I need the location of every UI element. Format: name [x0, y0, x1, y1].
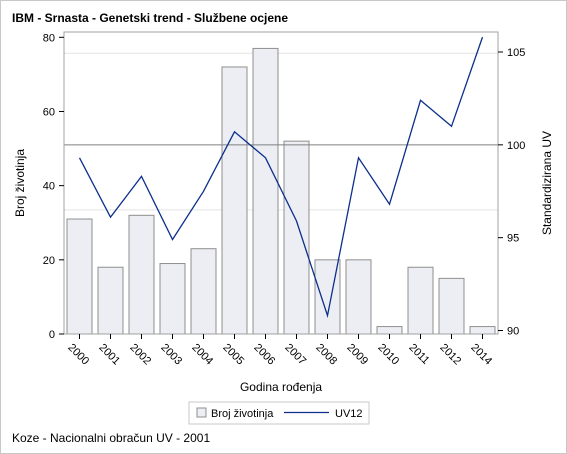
y2-tick-label: 95 — [507, 233, 519, 245]
bar — [221, 66, 248, 335]
chart-footnote: Koze - Nacionalni obračun UV - 2001 — [12, 431, 211, 445]
legend-box — [188, 401, 370, 425]
x-tick-label: 2004 — [189, 342, 215, 368]
x-tick-label: 2005 — [220, 342, 246, 368]
plot-frame — [63, 31, 499, 335]
legend-label-line: UV12 — [335, 408, 363, 420]
line-series-uv12 — [78, 36, 484, 319]
bar — [376, 326, 403, 335]
x-tick-label: 2002 — [127, 342, 153, 368]
legend-label-bars: Broj životinja — [211, 408, 274, 420]
y2-tick-label: 105 — [507, 47, 525, 59]
bar — [438, 277, 465, 335]
x-tick-label: 2012 — [437, 342, 463, 368]
bar — [159, 263, 186, 335]
x-tick-label: 2007 — [282, 342, 308, 368]
x-tick-label: 2001 — [96, 342, 122, 368]
bar — [252, 47, 279, 335]
y2-tick-label: 90 — [507, 326, 519, 338]
bar — [97, 266, 124, 335]
x-tick-label: 2003 — [158, 342, 184, 368]
x-tick-label: 2000 — [65, 342, 91, 368]
bar — [66, 218, 93, 335]
bar — [128, 214, 155, 335]
bar — [190, 248, 217, 335]
y-tick-label: 0 — [49, 329, 55, 341]
bar — [345, 259, 372, 335]
bar — [407, 266, 434, 335]
x-tick-label: 2008 — [313, 342, 339, 368]
y2-axis-label: Standardizirana UV — [540, 131, 554, 235]
x-tick-label: 2009 — [344, 342, 370, 368]
x-tick-label: 2011 — [406, 342, 431, 367]
y-tick-label: 20 — [43, 255, 55, 267]
legend-swatch-bar — [196, 407, 207, 418]
bar — [469, 326, 496, 335]
x-tick-label: 2006 — [251, 342, 277, 368]
chart-title: IBM - Srnasta - Genetski trend - Služben… — [12, 11, 289, 25]
y-axis-label: Broj životinja — [13, 149, 27, 217]
x-tick-label: 2014 — [468, 342, 494, 368]
y2-tick-label: 100 — [507, 140, 525, 152]
x-axis-label: Godina rođenja — [240, 380, 322, 394]
y-tick-label: 60 — [43, 106, 55, 118]
x-tick-label: 2010 — [375, 342, 401, 368]
y-tick-label: 80 — [43, 32, 55, 44]
legend: Broj životinja UV12 — [188, 401, 370, 425]
bar — [283, 140, 310, 335]
y-tick-label: 40 — [43, 181, 55, 193]
